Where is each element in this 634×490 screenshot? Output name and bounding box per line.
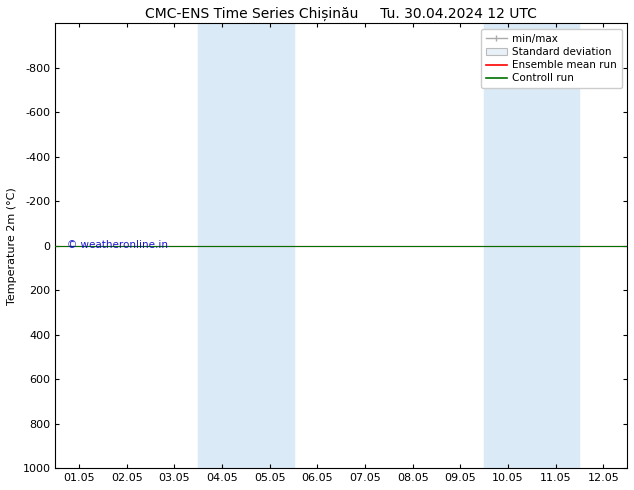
Bar: [484, 24, 579, 468]
Legend: min/max, Standard deviation, Ensemble mean run, Controll run: min/max, Standard deviation, Ensemble me…: [481, 29, 622, 89]
Title: CMC-ENS Time Series Chișinău     Tu. 30.04.2024 12 UTC: CMC-ENS Time Series Chișinău Tu. 30.04.2…: [145, 7, 537, 21]
Text: © weatheronline.in: © weatheronline.in: [67, 240, 168, 250]
Bar: [198, 24, 294, 468]
Y-axis label: Temperature 2m (°C): Temperature 2m (°C): [7, 187, 17, 305]
